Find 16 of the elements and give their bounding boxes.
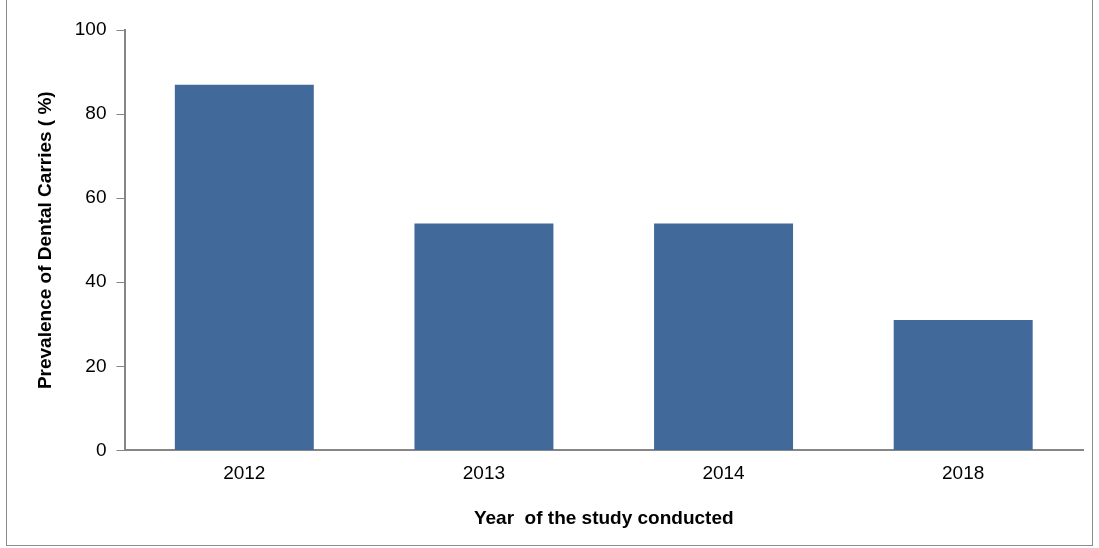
y-tick-label: 20: [85, 354, 107, 376]
y-axis-title: Prevalence of Dental Carries ( %): [33, 91, 55, 390]
bar: [893, 320, 1033, 450]
x-tick-label: 2018: [942, 462, 985, 484]
bar: [654, 223, 794, 450]
x-tick-label: 2012: [223, 462, 266, 484]
y-tick-label: 60: [85, 186, 107, 208]
bar: [414, 223, 554, 450]
y-tick-label: 0: [95, 438, 107, 460]
x-tick-label: 2014: [702, 462, 746, 484]
x-tick-label: 2013: [462, 462, 506, 484]
y-tick-label: 40: [85, 270, 107, 292]
x-axis-title: Year of the study conducted: [473, 506, 734, 528]
bar: [174, 84, 314, 450]
y-tick-label: 100: [74, 18, 107, 40]
y-tick-label: 80: [85, 102, 107, 124]
